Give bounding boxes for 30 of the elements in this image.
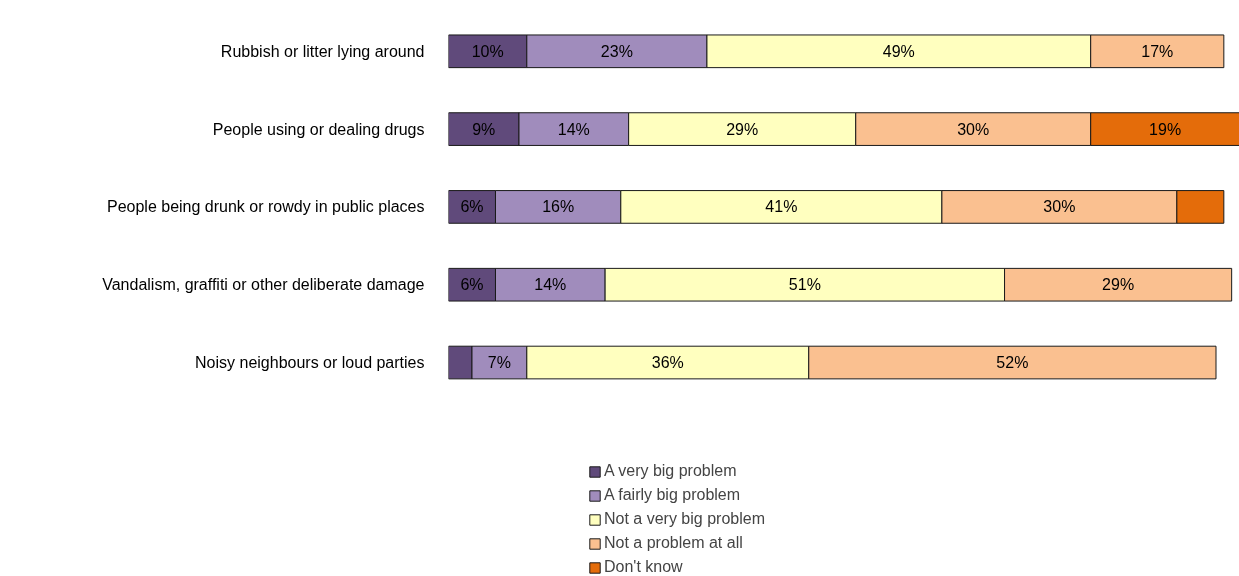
- data-label: 19%: [1149, 120, 1182, 138]
- data-label: 9%: [472, 120, 496, 138]
- data-label: 6%: [460, 276, 484, 294]
- data-label: 6%: [460, 198, 484, 216]
- legend-label: Don't know: [604, 558, 683, 576]
- legend-label: Not a very big problem: [604, 510, 765, 528]
- data-label: 41%: [765, 198, 798, 216]
- legend-label: Not a problem at all: [604, 534, 743, 552]
- data-label: 36%: [651, 354, 684, 372]
- y-tick-label: People using or dealing drugs: [212, 120, 425, 138]
- data-label: 10%: [471, 42, 504, 60]
- data-label: 49%: [882, 42, 915, 60]
- legend-label: A very big problem: [604, 462, 737, 480]
- data-label: 23%: [600, 42, 633, 60]
- data-label: 14%: [557, 120, 590, 138]
- data-label: 29%: [726, 120, 759, 138]
- data-label: 16%: [542, 198, 575, 216]
- data-label: 7%: [487, 354, 511, 372]
- legend-label: A fairly big problem: [604, 486, 741, 504]
- data-label: 29%: [1102, 276, 1135, 294]
- data-label: 17%: [1141, 42, 1174, 60]
- data-label: 52%: [996, 354, 1029, 372]
- data-label: 30%: [1043, 198, 1076, 216]
- y-tick-label: Vandalism, graffiti or other deliberate damage: [102, 276, 425, 294]
- data-label: 14%: [534, 276, 567, 294]
- y-tick-label: Noisy neighbours or loud parties: [195, 354, 425, 372]
- y-tick-label: People being drunk or rowdy in public places: [106, 198, 425, 216]
- data-label: 30%: [957, 120, 990, 138]
- y-tick-label: Rubbish or litter lying around: [220, 42, 425, 60]
- data-label: 51%: [788, 276, 821, 294]
